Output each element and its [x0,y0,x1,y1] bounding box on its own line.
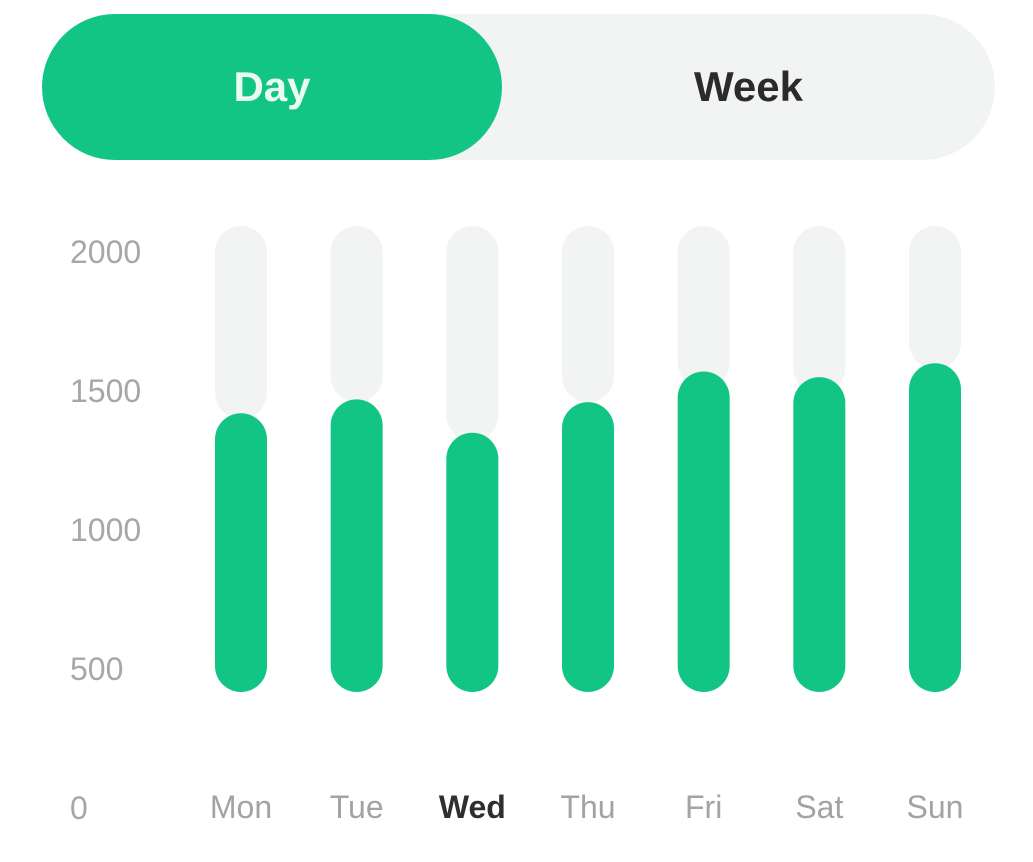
y-tick-label: 0 [70,790,88,826]
bar-track-wed [446,226,499,441]
y-tick-label: 1500 [70,373,141,409]
bar-track-sat [793,226,846,394]
x-tick-label-sun[interactable]: Sun [907,789,964,825]
bar-track-tue [330,226,383,403]
y-tick-label: 500 [70,651,123,687]
bar-tue[interactable] [330,399,383,692]
y-axis: 0 500 1000 1500 2000 [70,234,141,826]
bar-sun[interactable] [909,363,961,692]
bar-track-thu [562,226,614,403]
y-tick-label: 2000 [70,234,141,270]
x-tick-label-thu[interactable]: Thu [560,789,615,825]
bar-track-fri [677,226,730,389]
bar-thu[interactable] [562,402,614,692]
x-tick-label-tue[interactable]: Tue [330,789,384,825]
x-tick-label-wed[interactable]: Wed [439,789,506,825]
x-tick-label-fri[interactable]: Fri [685,789,722,825]
x-tick-label-mon[interactable]: Mon [210,789,272,825]
bar-tracks [215,226,961,441]
day-week-toggle[interactable]: Day Week [42,14,995,160]
week-tab[interactable]: Week [694,63,803,110]
x-axis: Mon Tue Wed Thu Fri Sat Sun [210,789,964,825]
bar-track-mon [215,226,267,419]
day-tab[interactable]: Day [42,14,502,160]
bar-track-sun [909,226,961,369]
bar-fri[interactable] [677,371,730,692]
x-tick-label-sat[interactable]: Sat [795,789,843,825]
bar-wed[interactable] [446,432,499,692]
bar-mon[interactable] [215,413,267,692]
y-tick-label: 1000 [70,512,141,548]
bar-sat[interactable] [793,377,846,692]
bars [215,363,961,692]
